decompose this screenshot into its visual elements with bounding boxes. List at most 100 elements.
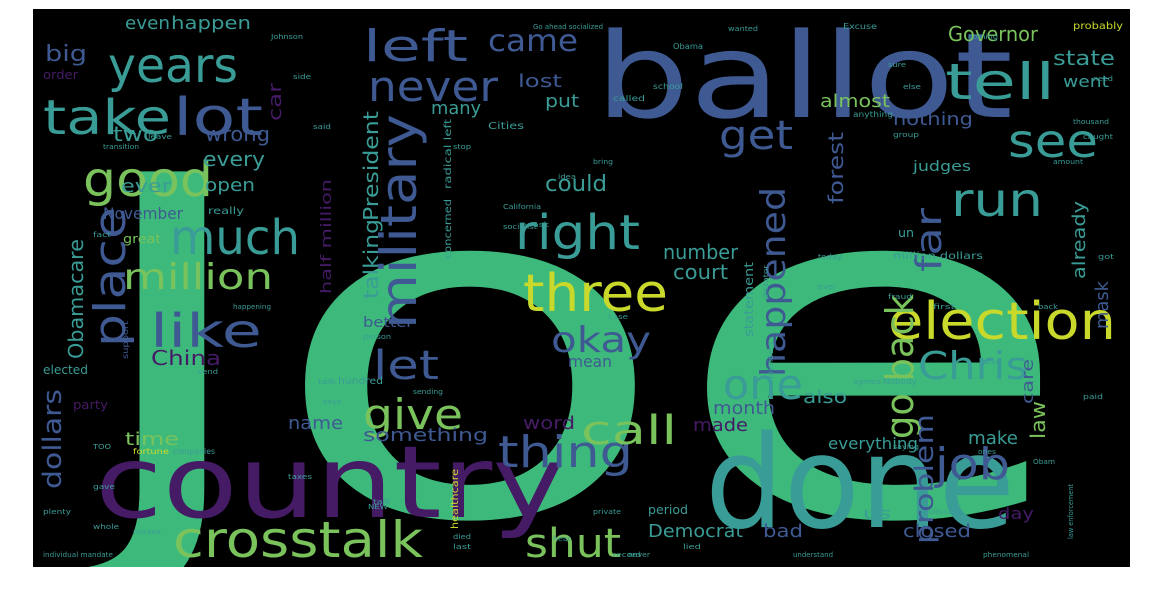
word-hundred: hundred: [338, 376, 383, 387]
word-give: give: [363, 390, 463, 439]
word-said: said: [313, 123, 331, 131]
word-mask: mask: [1092, 280, 1113, 329]
word-radical-left: radical left: [443, 119, 454, 189]
word-law: law: [1026, 401, 1050, 439]
word-too: TOO: [92, 443, 112, 451]
word-three: three: [523, 264, 668, 324]
word-court: court: [673, 260, 728, 284]
word-statement: statement: [742, 262, 756, 337]
word-tell: tell: [945, 53, 1055, 111]
word-lot: lot: [173, 88, 263, 148]
word-almost: almost: [820, 91, 890, 112]
word-closed: closed: [903, 521, 971, 542]
word-could: could: [545, 172, 607, 197]
word-big: big: [45, 42, 87, 67]
word-take: take: [43, 90, 171, 146]
word-leave: leave: [148, 133, 172, 141]
word-taxes: taxes: [288, 473, 312, 481]
word-obam: Obam: [1033, 458, 1055, 466]
word-make: make: [968, 428, 1018, 449]
word-party: party: [73, 398, 108, 412]
word-wanted: wanted: [728, 25, 758, 33]
word-obamacare: Obamacare: [64, 239, 88, 359]
word-care: care: [1018, 359, 1037, 404]
word-period: period: [648, 503, 688, 517]
word-talk-2: talk: [373, 498, 392, 506]
word-place: place: [85, 207, 136, 347]
word-socialist: socialist: [503, 223, 537, 231]
word-half-million: half million: [319, 179, 335, 294]
word-chris: Chris: [918, 344, 1028, 388]
word-bad: bad: [763, 521, 803, 542]
word-last: last: [453, 543, 471, 551]
word-democrat: Democrat: [648, 521, 743, 542]
word-also: also: [803, 387, 847, 408]
word-new: NEW: [368, 503, 388, 511]
word-caught: caught: [1083, 133, 1113, 141]
word-okay: okay: [551, 320, 651, 361]
word-sure: sure: [888, 61, 906, 69]
word-fraud: fraud: [888, 293, 912, 301]
word-went: went: [1063, 72, 1109, 91]
word-today: today: [818, 253, 842, 261]
word-ever: ever: [121, 176, 172, 197]
word-right: right: [515, 205, 640, 261]
word-ever-2: ever: [818, 283, 836, 291]
word-state: state: [1053, 46, 1115, 70]
word-number: number: [663, 240, 739, 264]
word-shut: shut: [525, 521, 621, 567]
word-go-back: go back: [878, 294, 922, 439]
word-plenty: plenty: [43, 508, 71, 516]
word-individual-mandate: individual mandate: [43, 551, 113, 559]
word-concerned: concerned: [443, 199, 454, 259]
word-also-2: also: [983, 358, 1001, 366]
word-wrong: wrong: [205, 122, 270, 146]
word-healthcare: healthcare: [450, 469, 461, 529]
word-problem: problem: [910, 414, 940, 544]
word-support: support: [121, 321, 130, 359]
word-excuse: Excuse: [843, 22, 877, 31]
word-cloud-background: [33, 9, 1130, 567]
word-companies: companies: [173, 447, 215, 456]
word-elected: elected: [43, 363, 88, 377]
word-one: one: [723, 360, 803, 409]
word-paid: paid: [1083, 393, 1103, 401]
word-dictator: dictator: [762, 265, 770, 299]
word-never-2: never: [628, 551, 650, 559]
word-anything: anything: [853, 110, 893, 119]
word-un: un: [898, 226, 914, 240]
word-much: much: [170, 210, 300, 266]
word-coming: coming: [968, 33, 998, 41]
word-understand: understand: [793, 551, 833, 559]
word-bring: bring: [593, 158, 613, 166]
word-nurses: nurses: [133, 528, 161, 536]
word-name: name: [288, 413, 343, 434]
word-died: died: [453, 533, 471, 541]
word-saying: saying: [893, 443, 919, 451]
word-ballot: ballot: [595, 9, 1013, 145]
word-first: first: [933, 303, 955, 311]
word-happened: happened: [754, 187, 794, 377]
word-forest: forest: [824, 132, 848, 204]
word-done: done: [705, 409, 1015, 558]
word-send: send: [198, 368, 218, 376]
word-military: military: [370, 114, 428, 329]
word-november: November: [103, 204, 183, 223]
word-already: already: [1069, 201, 1090, 279]
word-time: time: [125, 429, 179, 450]
word-happening: happening: [233, 303, 271, 311]
word-put: put: [545, 91, 579, 112]
word-run: run: [951, 173, 1043, 227]
word-election: election: [888, 292, 1116, 352]
word-great: great: [123, 232, 161, 246]
word-word: word: [523, 413, 575, 434]
word-china: China: [151, 346, 221, 370]
word-need: need: [1093, 75, 1113, 83]
word-cloud-image: Joe ballot done country crosstalk electi…: [33, 9, 1130, 567]
word-years: years: [108, 38, 238, 94]
word-fortune: fortune: [133, 447, 169, 456]
word-good: good: [83, 152, 213, 208]
word-cloud-canvas: Joe ballot done country crosstalk electi…: [33, 9, 1130, 567]
word-car: car: [265, 82, 286, 121]
word-group: group: [893, 131, 920, 139]
